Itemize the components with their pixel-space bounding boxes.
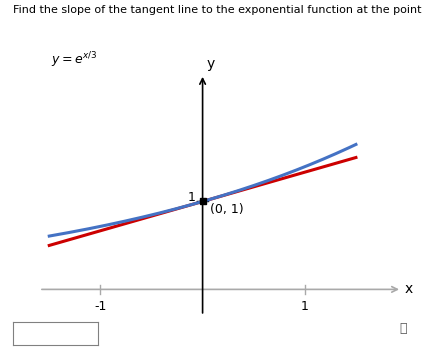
Text: ⓘ: ⓘ — [399, 322, 407, 335]
Text: 1: 1 — [187, 191, 195, 204]
Text: x: x — [405, 282, 413, 296]
Text: Find the slope of the tangent line to the exponential function at the point (0, : Find the slope of the tangent line to th… — [13, 5, 424, 15]
Text: (0, 1): (0, 1) — [210, 203, 243, 216]
Text: $y = e^{x/3}$: $y = e^{x/3}$ — [51, 50, 97, 70]
Text: 1: 1 — [301, 300, 309, 313]
Text: -1: -1 — [94, 300, 106, 313]
Text: y: y — [206, 57, 215, 71]
